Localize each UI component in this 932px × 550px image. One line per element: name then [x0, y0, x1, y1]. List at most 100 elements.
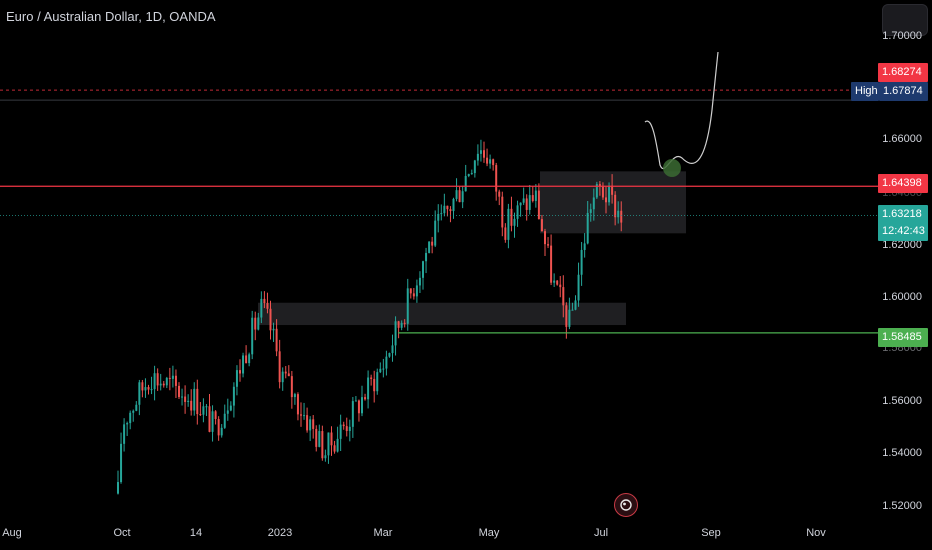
candle-body	[373, 378, 376, 392]
price-tick: 1.66000	[882, 133, 922, 145]
candle-body	[547, 244, 550, 246]
candle-body	[550, 245, 553, 283]
candle-body	[617, 210, 620, 218]
candle-body	[422, 261, 424, 278]
date-tick: Mar	[373, 527, 393, 539]
candle-body	[171, 375, 174, 379]
candle-body	[479, 150, 482, 154]
candle-body	[153, 373, 156, 390]
candle-body	[269, 308, 272, 331]
candle-body	[611, 185, 614, 195]
candle-body	[504, 227, 507, 240]
candle-body	[309, 419, 312, 431]
candle-body	[150, 389, 153, 391]
date-tick: 14	[189, 527, 203, 539]
candle-body	[559, 284, 562, 288]
supply-demand-zone	[258, 302, 626, 326]
symbol-title: Euro / Australian Dollar, 1D, OANDA	[6, 9, 216, 24]
candle-body	[135, 404, 138, 411]
candle-body	[391, 345, 394, 354]
candle-body	[489, 159, 492, 164]
candle-body	[583, 243, 586, 250]
candle-body	[574, 300, 577, 310]
candle-body	[415, 285, 418, 297]
candle-body	[525, 198, 528, 210]
candle-body	[486, 157, 489, 164]
candle-body	[571, 309, 574, 311]
candle-body	[306, 415, 309, 431]
price-tick: 1.60000	[882, 291, 922, 303]
candle-body	[178, 385, 180, 397]
candle-body	[327, 432, 330, 456]
candle-body	[608, 185, 611, 203]
candle-body	[345, 426, 348, 431]
date-tick: May	[478, 527, 500, 539]
candle-body	[202, 406, 205, 415]
candle-body	[431, 241, 434, 246]
candle-body	[507, 208, 510, 240]
candle-body	[556, 280, 559, 285]
candle-body	[510, 208, 513, 226]
candle-body	[156, 373, 159, 386]
candle-body	[284, 371, 287, 374]
candle-body	[470, 173, 473, 175]
candle-body	[278, 351, 281, 383]
tradingview-logo-icon[interactable]	[614, 493, 638, 517]
candle-body	[123, 424, 126, 444]
candle-body	[181, 396, 184, 398]
candle-body	[464, 176, 467, 192]
candle-body	[159, 383, 162, 386]
candle-body	[220, 427, 223, 436]
price-tick: 1.56000	[882, 395, 922, 407]
candle-body	[516, 205, 519, 219]
logo-mark-icon	[620, 499, 632, 511]
candle-body	[147, 387, 150, 390]
candle-body	[174, 375, 177, 386]
candle-body	[437, 213, 440, 221]
candle-body	[144, 387, 147, 391]
candle-body	[519, 202, 522, 206]
candle-body	[260, 298, 263, 318]
candle-body	[568, 309, 571, 327]
candle-body	[229, 405, 232, 411]
candle-body	[281, 371, 284, 383]
candle-body	[614, 194, 617, 218]
candle-body	[483, 150, 485, 158]
projection-drawing	[644, 51, 719, 169]
candle-body	[428, 241, 431, 253]
high-label-badge: High	[851, 82, 879, 101]
candle-body	[132, 410, 135, 413]
candle-body	[620, 210, 623, 223]
candle-body	[440, 213, 443, 215]
candle-body	[272, 328, 275, 331]
candle-body	[312, 419, 315, 429]
candle-body	[168, 377, 171, 379]
candle-body	[196, 388, 199, 415]
price-tick: 1.54000	[882, 447, 922, 459]
candle-body	[605, 197, 607, 203]
candle-body	[394, 321, 397, 346]
candle-body	[293, 394, 296, 398]
candle-body	[165, 377, 168, 386]
candle-body	[190, 400, 193, 411]
date-tick: Oct	[113, 527, 131, 539]
candle-body	[141, 382, 144, 391]
candle-body	[598, 184, 601, 187]
candle-body	[315, 428, 318, 447]
candle-body	[275, 328, 278, 352]
candle-body	[467, 174, 470, 177]
candle-body	[138, 382, 141, 405]
countdown-badge: 12:42:43	[878, 222, 928, 241]
dashed-level-badge: 1.68274	[878, 63, 928, 82]
candle-body	[458, 190, 461, 203]
candle-body	[418, 277, 421, 286]
candle-body	[300, 414, 302, 416]
candle-body	[406, 288, 409, 324]
chart-menu-button[interactable]	[882, 4, 928, 36]
candle-body	[290, 376, 293, 398]
candle-body	[211, 411, 214, 432]
price-tick: 1.52000	[882, 500, 922, 512]
candle-body	[339, 424, 342, 439]
candle-body	[245, 355, 248, 364]
